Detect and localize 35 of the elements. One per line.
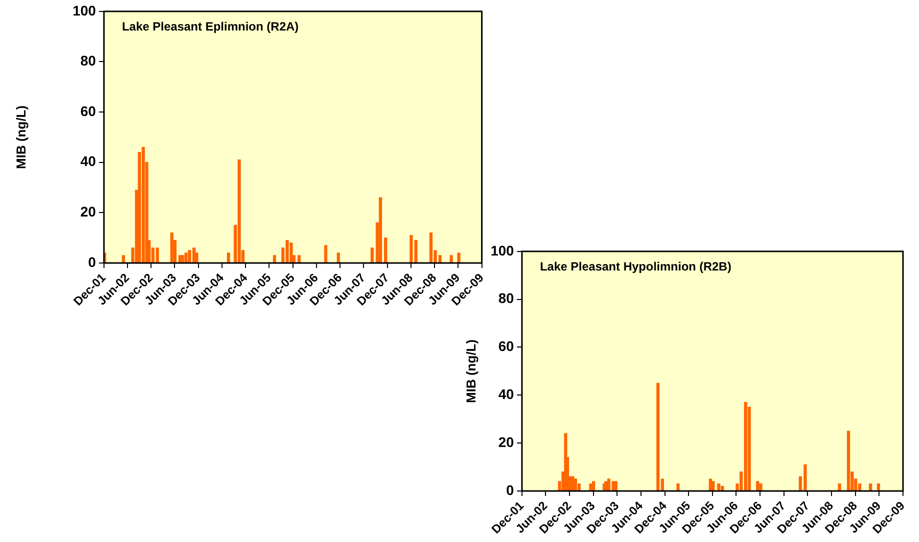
text: Lake Pleasant Hypolimnion (R2B) xyxy=(540,260,732,274)
y-tick-label: 100 xyxy=(490,242,514,258)
bar xyxy=(450,255,453,263)
bar xyxy=(238,160,241,263)
y-tick-label: 60 xyxy=(498,338,514,354)
bar xyxy=(846,430,850,491)
bar xyxy=(170,232,174,263)
y-tick-label: 0 xyxy=(506,482,514,498)
y-tick-label: 40 xyxy=(498,386,514,402)
y-axis-title: MIB (ng/L) xyxy=(463,339,478,403)
bar xyxy=(457,252,460,263)
y-tick-label: 80 xyxy=(498,290,514,306)
bar xyxy=(717,483,720,491)
bar xyxy=(156,248,159,263)
text: Lake Pleasant Eplimnion (R2A) xyxy=(122,20,299,34)
bar xyxy=(759,483,762,491)
bar xyxy=(384,238,388,263)
y-tick-label: 80 xyxy=(80,52,96,69)
bar xyxy=(656,382,660,491)
y-tick-label: 20 xyxy=(498,434,514,450)
y-axis-title: MIB (ng/L) xyxy=(13,105,28,169)
bar xyxy=(429,232,433,263)
y-tick-label: 100 xyxy=(72,2,96,18)
y-tick-label: 0 xyxy=(88,254,96,270)
bar xyxy=(286,240,289,263)
bar xyxy=(378,197,382,263)
bar xyxy=(607,478,610,491)
y-tick-label: 60 xyxy=(80,102,96,119)
bar xyxy=(142,146,145,263)
bar xyxy=(574,478,578,491)
y-tick-label: 20 xyxy=(80,204,96,220)
bar xyxy=(324,245,328,263)
y-tick-label: 40 xyxy=(80,153,96,170)
bar xyxy=(290,242,293,263)
bar xyxy=(370,248,374,263)
